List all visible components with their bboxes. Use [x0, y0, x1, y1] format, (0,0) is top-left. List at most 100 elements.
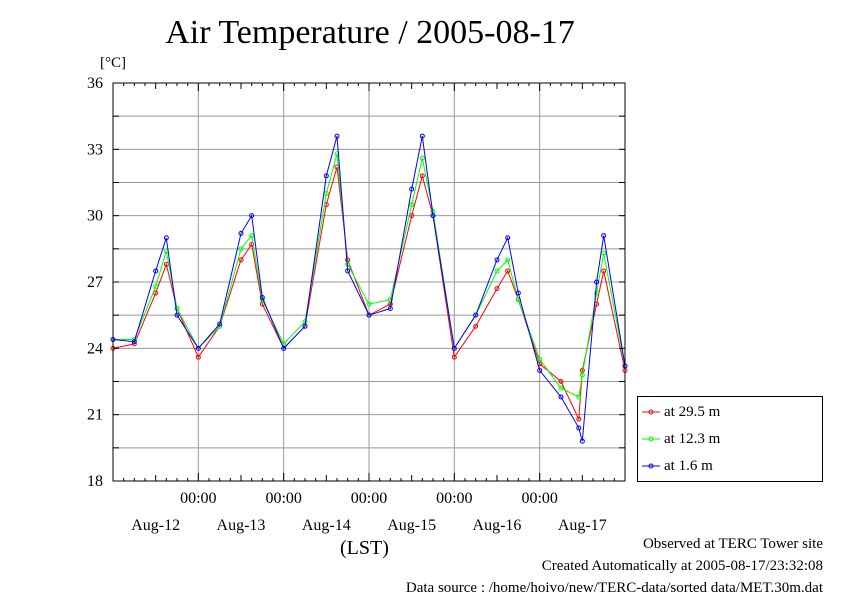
series-point-2: [537, 367, 543, 373]
series-point-2: [576, 425, 582, 431]
series-point-2: [281, 345, 287, 351]
footer-source: Data source : /home/hoivo/new/TERC-data/…: [405, 580, 823, 596]
series-point-2: [131, 339, 137, 345]
x-date-label: Aug-16: [473, 517, 522, 534]
y-axis-unit: [°C]: [100, 55, 126, 71]
series-point-0: [473, 323, 479, 329]
series-point-2: [334, 133, 340, 139]
x-axis-label: (LST): [340, 537, 389, 559]
series-point-0: [451, 354, 457, 360]
x-date-label: Aug-12: [131, 517, 180, 534]
series-point-0: [601, 268, 607, 274]
series-point-1: [174, 306, 180, 312]
y-tick-labels: 18 21 24 27 30 33 36: [87, 75, 103, 490]
x-time-label: 00:00: [351, 490, 387, 507]
series-point-0: [419, 173, 425, 179]
chart-title: Air Temperature / 2005-08-17: [165, 14, 575, 51]
y-tick-label: 36: [87, 75, 103, 92]
series-point-0: [249, 241, 255, 247]
series-point-2: [153, 268, 159, 274]
x-time-label: 00:00: [521, 490, 557, 507]
x-date-label: Aug-17: [558, 517, 607, 534]
series-point-2: [249, 213, 255, 219]
series-point-2: [419, 133, 425, 139]
series-point-2: [163, 235, 169, 241]
series-point-1: [238, 246, 244, 252]
series-point-0: [505, 268, 511, 274]
series-point-2: [366, 312, 372, 318]
series-point-1: [419, 155, 425, 161]
legend-item-1-6m: at 1.6 m: [642, 456, 713, 476]
series-point-2: [505, 235, 511, 241]
series-point-1: [576, 394, 582, 400]
series-point-2: [238, 230, 244, 236]
series-point-1: [494, 268, 500, 274]
series-line-0: [112, 166, 626, 422]
series-point-1: [537, 356, 543, 362]
series-point-2: [174, 312, 180, 318]
x-date-label: Aug-13: [217, 517, 266, 534]
series-point-1: [579, 372, 585, 378]
series-point-2: [579, 438, 585, 444]
axis-ticks: [113, 82, 625, 482]
series-point-1: [594, 290, 600, 296]
legend-label: at 12.3 m: [664, 430, 721, 447]
legend-swatch-blue: [642, 463, 660, 469]
series-point-0: [153, 290, 159, 296]
series-point-2: [302, 323, 308, 329]
legend-item-12-3m: at 12.3 m: [642, 429, 720, 449]
x-time-label: 00:00: [180, 490, 216, 507]
series-point-0: [558, 379, 564, 384]
y-tick-label: 33: [87, 141, 103, 158]
series-point-2: [473, 312, 479, 318]
x-time-label: 00:00: [436, 490, 472, 507]
series-point-1: [409, 202, 415, 208]
series-point-0: [576, 416, 582, 422]
series-point-1: [505, 257, 511, 263]
series-point-1: [153, 283, 159, 289]
y-tick-label: 21: [87, 407, 103, 424]
legend: at 29.5 m at 12.3 m at 1.6 m: [637, 396, 823, 482]
x-time-label: 00:00: [265, 490, 301, 507]
series-point-0: [238, 257, 244, 263]
series-point-2: [217, 321, 223, 327]
legend-label: at 1.6 m: [664, 457, 713, 474]
series-point-2: [323, 173, 329, 179]
series-point-2: [594, 279, 600, 285]
footer-created: Created Automatically at 2005-08-17/23:3…: [541, 558, 823, 574]
grid-lines: [113, 83, 625, 481]
series-point-1: [601, 250, 607, 256]
footer-site: Observed at TERC Tower site: [642, 536, 823, 552]
series-point-1: [558, 385, 564, 391]
legend-item-29-5m: at 29.5 m: [642, 402, 720, 422]
y-tick-label: 27: [87, 274, 103, 291]
legend-label: at 29.5 m: [664, 403, 721, 420]
series-line-2: [112, 135, 626, 442]
series-point-2: [515, 290, 521, 296]
series-point-1: [366, 301, 372, 307]
y-tick-label: 24: [87, 340, 103, 357]
series-point-2: [430, 213, 436, 219]
legend-swatch-red: [642, 409, 660, 415]
series-point-1: [323, 191, 329, 197]
series-point-2: [558, 394, 564, 400]
series-point-2: [494, 257, 500, 263]
legend-swatch-green: [642, 436, 660, 442]
x-date-label: Aug-15: [387, 517, 436, 534]
series-point-2: [345, 268, 351, 274]
series-point-2: [601, 233, 607, 239]
x-date-label: Aug-14: [302, 517, 351, 534]
series-lines: [110, 133, 628, 444]
y-tick-label: 30: [87, 208, 103, 225]
series-point-2: [195, 345, 201, 351]
series-point-1: [249, 233, 255, 239]
series-point-1: [334, 151, 340, 157]
series-point-2: [387, 306, 393, 312]
y-tick-label: 18: [87, 473, 103, 490]
series-point-2: [409, 186, 415, 192]
series-point-2: [451, 345, 457, 351]
series-point-0: [494, 286, 500, 292]
series-point-2: [259, 294, 265, 300]
